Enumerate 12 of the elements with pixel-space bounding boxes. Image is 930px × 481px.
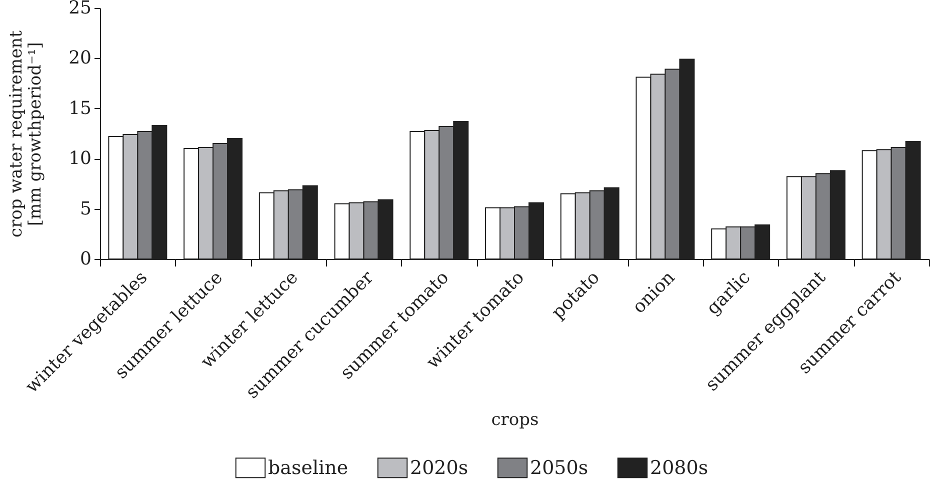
y-tick-label: 10 — [68, 148, 92, 170]
y-tick-label: 25 — [68, 0, 92, 18]
y-tick-label: 0 — [80, 248, 92, 270]
legend-label: baseline — [268, 456, 348, 479]
y-tick-label: 5 — [80, 198, 92, 220]
legend-label: 2020s — [410, 456, 468, 479]
legend-label: 2050s — [530, 456, 588, 479]
legend-label: 2080s — [650, 456, 708, 479]
y-tick-label: 20 — [68, 48, 92, 69]
x-axis-title: crops — [491, 410, 539, 430]
y-axis-title: crop water requirement [mm growthperiod⁻¹] — [6, 30, 46, 238]
y-tick-label: 15 — [68, 98, 92, 119]
